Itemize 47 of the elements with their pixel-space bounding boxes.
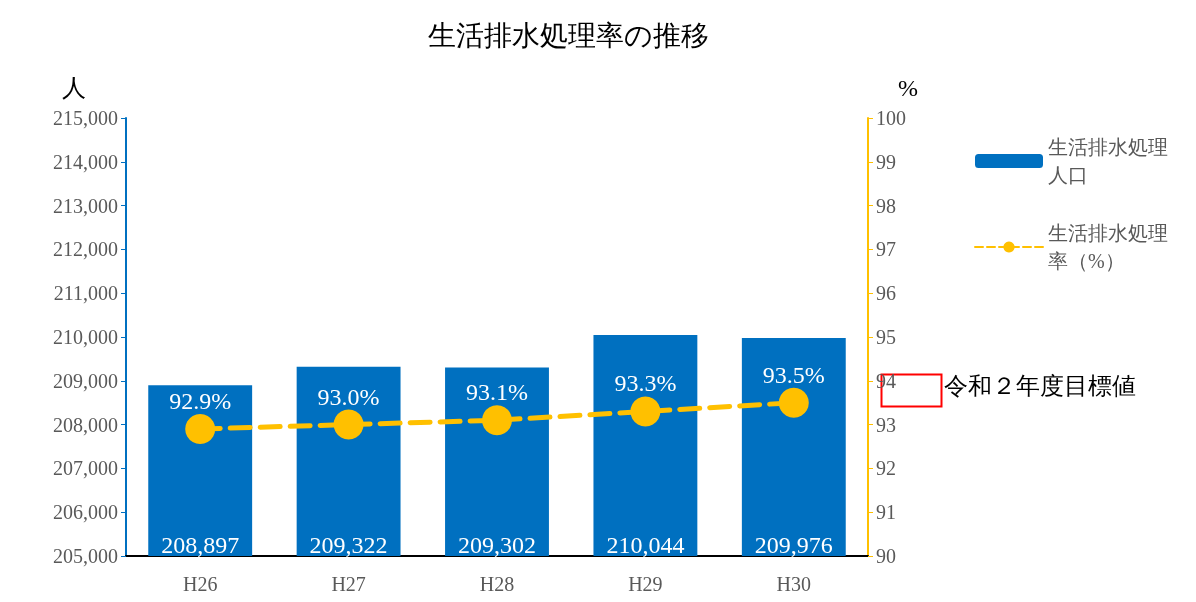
data-label: 209,302 <box>458 532 536 558</box>
text: 令和２年度目標値 <box>944 373 1136 399</box>
x-tick-label: H29 <box>628 573 663 595</box>
y2-axis-title: % <box>898 75 918 101</box>
x-tick-label: H28 <box>479 573 515 595</box>
y-tick-label: 214,000 <box>53 150 118 173</box>
data-label: 209,976 <box>754 532 833 558</box>
data-label: 93.3% <box>614 370 677 397</box>
x-tick-label: H27 <box>331 573 366 595</box>
y2-tick-label: 93 <box>876 413 896 436</box>
y-tick-label: 208,000 <box>53 413 118 436</box>
y2-tick-label: 96 <box>876 282 896 305</box>
y2-tick-label: 97 <box>876 238 896 261</box>
legend-label: 生活排水処理率（%） <box>1048 222 1168 272</box>
data-label: 93.0% <box>317 383 380 410</box>
chart-title: 生活排水処理率の推移 <box>428 19 709 51</box>
point <box>333 409 364 440</box>
y-tick-label: 206,000 <box>53 501 118 524</box>
data-label: 209,322 <box>309 532 388 558</box>
point <box>630 396 661 427</box>
point <box>482 405 512 436</box>
point <box>185 413 216 444</box>
legend-label: 生活排水処理人口 <box>1048 136 1168 186</box>
data-label: 93.5% <box>762 361 825 388</box>
y-tick-label: 209,000 <box>53 369 118 392</box>
data-label: 92.9% <box>169 387 232 414</box>
y2-tick-label: 95 <box>876 326 896 348</box>
y-tick-label: 207,000 <box>53 457 118 480</box>
x-tick-label: H26 <box>182 573 218 595</box>
x-tick-label: H30 <box>776 573 812 595</box>
y-tick-label: 212,000 <box>53 238 118 261</box>
y-tick-label: 210,000 <box>53 326 118 348</box>
y2-tick-label: 90 <box>876 545 896 567</box>
y-tick-label: 215,000 <box>53 107 118 129</box>
data-label: 210,044 <box>606 532 685 558</box>
y2-tick-label: 100 <box>876 107 906 129</box>
y-tick-label: 205,000 <box>53 545 118 567</box>
y2-tick-label: 91 <box>876 501 896 524</box>
point <box>778 387 809 418</box>
y2-tick-label: 99 <box>876 150 896 173</box>
data-label: 208,897 <box>161 532 240 558</box>
y-tick-label: 211,000 <box>53 282 118 305</box>
y2-tick-label: 92 <box>876 457 896 480</box>
y2-tick-label: 98 <box>876 194 896 217</box>
y-tick-label: 213,000 <box>53 194 118 217</box>
y-axis-title: 人 <box>62 75 86 101</box>
data-label: 93.1% <box>466 379 528 406</box>
